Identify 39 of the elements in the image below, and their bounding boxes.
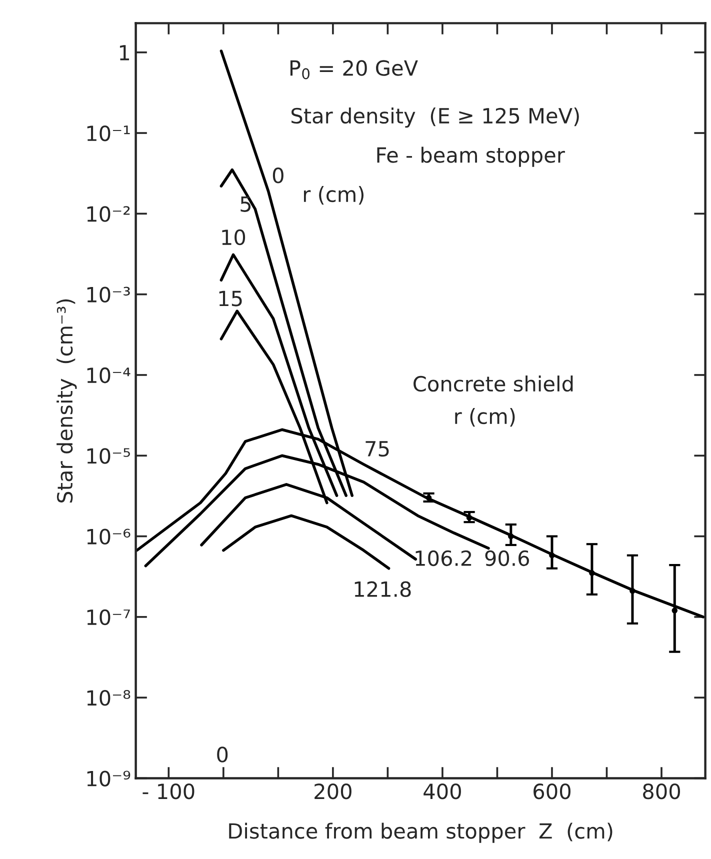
annotation: 75	[366, 441, 389, 457]
y-tick-label: 10⁻⁷	[87, 609, 130, 626]
annotation: Star density (E ≥ 125 MeV)	[292, 107, 579, 128]
x-tick-label: - 100	[142, 783, 194, 800]
x-tick-label: 200	[314, 783, 352, 800]
annotation: 121.8	[354, 581, 411, 598]
x-tick-label: 400	[424, 783, 461, 800]
point	[549, 552, 555, 558]
point	[630, 588, 636, 594]
point	[466, 514, 472, 521]
annotation: 10	[222, 229, 246, 246]
annotation: 15	[219, 290, 242, 306]
annotation: 0	[217, 746, 228, 762]
annotation: Concrete shield	[414, 376, 573, 392]
annotation: r (cm)	[455, 408, 515, 427]
y-tick-label: 1	[120, 45, 130, 60]
y-tick-label: 10⁻¹	[87, 125, 130, 142]
y-tick-label: 10⁻³	[87, 286, 130, 303]
line-series	[222, 514, 390, 570]
y-tick-label: 10⁻⁹	[87, 770, 130, 786]
annotation: 0	[272, 168, 284, 184]
x-tick-label: 800	[643, 783, 680, 800]
y-axis-title: Star density (cm⁻³)	[56, 299, 77, 503]
annotation: 5	[240, 196, 251, 212]
annotation: P$_{0}$ = 20 GeV	[290, 60, 418, 80]
y-tick-label: 10⁻⁸	[87, 690, 130, 706]
y-tick-label: 10⁻⁴	[87, 367, 130, 384]
annotation: r (cm)	[304, 186, 364, 205]
x-tick-label: 600	[534, 783, 570, 800]
point	[589, 570, 595, 576]
x-axis-title: Distance from beam stopper Z (cm)	[229, 822, 612, 843]
point	[672, 608, 678, 614]
y-tick-label: 10⁻⁶	[87, 528, 130, 545]
y-tick-label: 10⁻⁵	[87, 448, 130, 464]
annotation: Fe - beam stopper	[377, 146, 565, 167]
annotation: 90.6	[485, 550, 530, 566]
y-tick-label: 10⁻²	[87, 206, 130, 222]
point	[508, 533, 514, 540]
annotation: 106.2	[416, 550, 472, 566]
